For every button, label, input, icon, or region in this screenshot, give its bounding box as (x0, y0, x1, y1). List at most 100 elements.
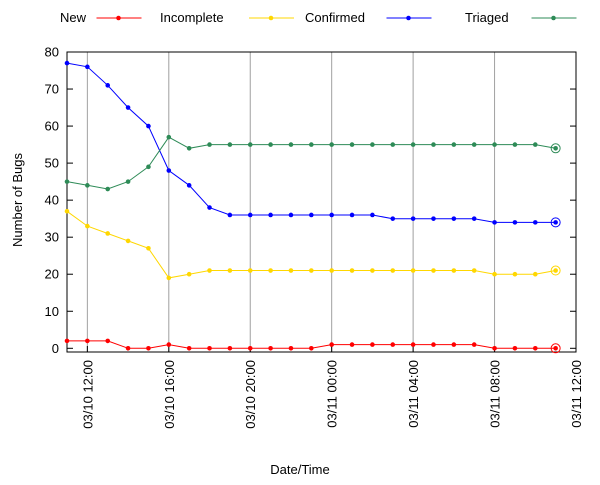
data-point (410, 216, 416, 221)
data-point (410, 268, 416, 273)
data-point (288, 345, 294, 351)
data-point (532, 220, 538, 225)
data-point (349, 212, 355, 218)
data-point (146, 123, 151, 129)
last-point-ring (550, 265, 561, 276)
data-point (166, 342, 172, 347)
data-point (492, 271, 497, 277)
last-point-ring (550, 143, 561, 154)
data-point (451, 268, 457, 273)
legend-label: Triaged (465, 10, 509, 25)
legend-marker (551, 15, 556, 21)
data-point (329, 212, 334, 218)
data-point (166, 134, 172, 140)
x-tick-label: 03/11 08:00 (488, 360, 503, 428)
data-point (268, 212, 273, 218)
data-point (105, 83, 111, 88)
legend-marker (268, 15, 274, 21)
data-point (268, 268, 273, 273)
data-point (166, 275, 172, 281)
data-point (146, 345, 151, 351)
data-point (431, 142, 436, 147)
x-tick-label: 03/10 12:00 (80, 360, 95, 429)
data-point (288, 268, 294, 273)
data-point (207, 268, 212, 273)
data-point (186, 345, 192, 351)
data-point (64, 60, 70, 66)
data-point (64, 208, 70, 214)
last-point-ring (550, 343, 561, 354)
data-point (227, 268, 233, 273)
data-point (288, 212, 294, 218)
data-point (85, 223, 90, 229)
data-point (512, 142, 518, 147)
data-point (207, 205, 212, 210)
data-point (390, 216, 396, 221)
data-point (85, 338, 90, 344)
plot-frame (66, 51, 577, 353)
data-point (370, 212, 375, 218)
data-point (349, 268, 355, 273)
data-point (349, 342, 355, 347)
x-tick-label: 03/11 04:00 (406, 360, 421, 428)
y-tick-label: 80 (45, 45, 59, 60)
legend-label: Incomplete (160, 10, 224, 25)
data-point (492, 220, 497, 225)
data-point (553, 220, 558, 225)
data-point (451, 342, 457, 347)
data-point (268, 142, 273, 147)
data-point (186, 145, 192, 151)
legend-label: Confirmed (305, 10, 365, 25)
data-point (471, 142, 477, 147)
data-point (125, 345, 131, 351)
y-tick-label: 40 (45, 193, 59, 208)
data-point (410, 142, 416, 147)
data-point (532, 345, 538, 351)
y-tick-label: 0 (52, 341, 59, 356)
data-point (532, 271, 538, 277)
y-tick-label: 10 (45, 304, 59, 319)
data-point (512, 345, 518, 351)
data-point (329, 268, 334, 273)
legend-label: New (60, 10, 87, 25)
y-tick-label: 50 (45, 156, 59, 171)
data-point (492, 142, 497, 147)
y-tick-label: 70 (45, 82, 59, 97)
data-point (390, 342, 396, 347)
data-point (309, 212, 314, 218)
data-point (512, 220, 518, 225)
data-point (247, 142, 253, 147)
x-tick-label: 03/11 12:00 (569, 360, 584, 428)
data-point (471, 216, 477, 221)
data-point (532, 142, 538, 147)
data-point (247, 268, 253, 273)
data-point (309, 268, 314, 273)
data-point (431, 268, 436, 273)
data-point (268, 345, 273, 351)
data-point (105, 186, 111, 192)
data-point (512, 271, 518, 277)
data-point (85, 64, 90, 70)
data-point (207, 345, 212, 351)
y-axis-label: Number of Bugs (10, 153, 25, 247)
data-point (390, 268, 396, 273)
data-point (410, 342, 416, 347)
data-point (166, 168, 172, 173)
data-point (431, 342, 436, 347)
data-point (492, 345, 497, 351)
data-point (471, 342, 477, 347)
data-point (309, 142, 314, 147)
data-point (451, 142, 457, 147)
data-point (146, 164, 151, 170)
data-point (553, 145, 558, 151)
data-point (370, 268, 375, 273)
data-point (85, 183, 90, 188)
y-tick-label: 60 (45, 119, 59, 134)
data-point (553, 345, 558, 351)
data-point (125, 238, 131, 244)
data-point (227, 212, 233, 218)
y-tick-label: 20 (45, 267, 59, 282)
data-point (64, 179, 70, 184)
data-point (105, 231, 111, 236)
